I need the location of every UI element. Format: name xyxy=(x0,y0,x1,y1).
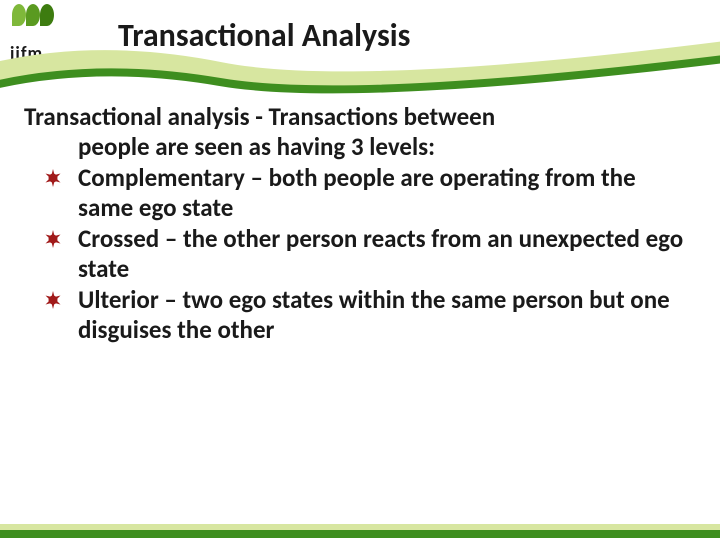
leaf-1 xyxy=(12,4,26,26)
list-item: Crossed – the other person reacts from a… xyxy=(24,224,696,283)
swoosh-dark xyxy=(0,52,720,94)
bullet-text: Complementary – both people are operatin… xyxy=(78,162,636,223)
starburst-icon xyxy=(44,230,62,248)
leaf-2 xyxy=(26,4,40,26)
slide-title: Transactional Analysis xyxy=(118,16,410,55)
slide-footer xyxy=(0,512,720,540)
intro-text: Transactional analysis - Transactions be… xyxy=(24,102,696,161)
leaf-icon xyxy=(12,4,72,40)
brand-text: iifm xyxy=(10,42,84,64)
brand-tagline: प्रगतेः मूलं प्रकृतिः xyxy=(10,64,84,72)
list-item: Ulterior – two ego states within the sam… xyxy=(24,285,696,344)
leaf-3 xyxy=(40,4,54,26)
slide-body: Transactional analysis - Transactions be… xyxy=(24,102,696,346)
brand-logo: iifm प्रगतेः मूलं प्रकृतिः xyxy=(4,4,84,64)
starburst-icon xyxy=(44,291,62,309)
starburst-icon xyxy=(44,169,62,187)
intro-line-1: Transactional analysis - Transactions be… xyxy=(24,101,495,132)
intro-line-2: people are seen as having 3 levels: xyxy=(24,132,696,162)
bullet-list: Complementary – both people are operatin… xyxy=(24,163,696,344)
footer-bar-dark xyxy=(0,530,720,538)
list-item: Complementary – both people are operatin… xyxy=(24,163,696,222)
bullet-text: Crossed – the other person reacts from a… xyxy=(78,223,683,284)
bullet-text: Ulterior – two ego states within the sam… xyxy=(78,284,670,345)
slide-header: iifm प्रगतेः मूलं प्रकृतिः Transactional… xyxy=(0,0,720,80)
